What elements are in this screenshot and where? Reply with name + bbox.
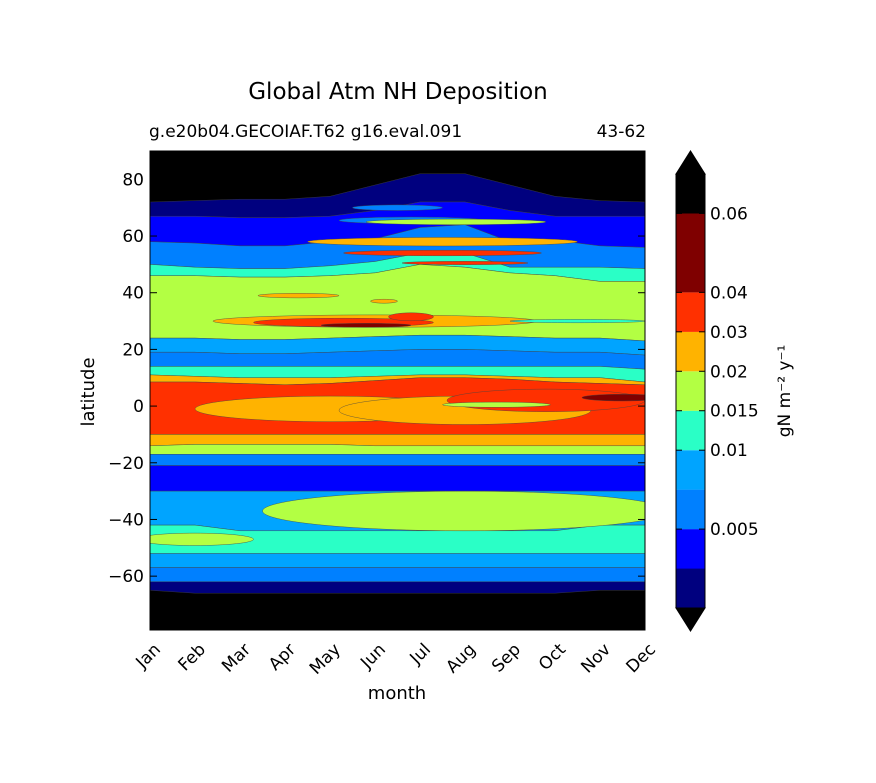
y-tick-label: −40 bbox=[108, 510, 144, 530]
colorbar-segment bbox=[676, 489, 705, 530]
colorbar-extend-top bbox=[675, 150, 706, 175]
colorbar-tick-label: 0.01 bbox=[710, 441, 748, 461]
contour-blob-3 bbox=[365, 218, 547, 225]
y-tick-label: 20 bbox=[122, 340, 144, 360]
colorbar: 0.005 0.01 0.015 0.02 0.03 0.04 0.06 bbox=[675, 150, 759, 632]
colorbar-tick-label: 0.04 bbox=[710, 283, 748, 303]
contour-blob-19 bbox=[262, 491, 645, 531]
y-tick-label: −20 bbox=[108, 454, 144, 474]
x-tick-label: Jun bbox=[356, 640, 390, 674]
x-tick-label: Oct bbox=[535, 640, 570, 675]
colorbar-extend-bottom bbox=[675, 607, 706, 632]
contour-band-17 bbox=[150, 553, 645, 568]
colorbar-segment bbox=[676, 568, 705, 608]
colorbar-frame bbox=[675, 173, 706, 609]
colorbar-segment bbox=[676, 529, 705, 569]
contour-blob-7 bbox=[257, 293, 340, 299]
contour-blob-13 bbox=[509, 319, 645, 323]
colorbar-segment bbox=[676, 174, 705, 214]
x-tick-label: Nov bbox=[577, 640, 615, 678]
contour-band-11 bbox=[150, 434, 645, 447]
colorbar-tick-label: 0.02 bbox=[710, 362, 748, 382]
contour-blob-6 bbox=[401, 261, 529, 265]
x-tick-label: May bbox=[306, 640, 345, 679]
x-tick-label: Sep bbox=[488, 640, 525, 677]
contour-blob-12 bbox=[388, 312, 434, 321]
contour-bands bbox=[150, 173, 645, 594]
contour-band-14 bbox=[150, 465, 645, 492]
contour-blob-20 bbox=[150, 532, 254, 546]
colorbar-segment bbox=[676, 410, 705, 451]
contour-blob-11 bbox=[370, 299, 398, 304]
chart-subtitle-left: g.e20b04.GECOIAF.T62 g16.eval.091 bbox=[149, 122, 462, 142]
contour-band-18 bbox=[150, 567, 645, 582]
x-tick-label: Apr bbox=[265, 640, 300, 675]
contour-blob-4 bbox=[307, 237, 578, 247]
colorbar-segment bbox=[676, 450, 705, 490]
y-tick-label: 80 bbox=[122, 170, 144, 190]
chart-subtitle-right: 43-62 bbox=[597, 122, 646, 142]
x-tick-label: Jul bbox=[406, 640, 435, 669]
contour-blob-17 bbox=[442, 401, 551, 408]
x-tick-label: Feb bbox=[175, 640, 210, 675]
contour-blob-5 bbox=[343, 249, 542, 256]
y-tick-label: 0 bbox=[133, 397, 144, 417]
y-tick-label: 60 bbox=[122, 227, 144, 247]
y-axis-label: latitude bbox=[78, 357, 99, 426]
contour-band-13 bbox=[150, 454, 645, 466]
colorbar-segment bbox=[676, 371, 705, 411]
plot-frame bbox=[149, 150, 646, 631]
y-axis: 80 60 40 20 0 −20 −40 −60 bbox=[108, 170, 645, 587]
colorbar-segment bbox=[676, 252, 705, 293]
contour-blob-10 bbox=[320, 323, 412, 328]
colorbar-label: gN m⁻² y⁻¹ bbox=[775, 345, 795, 438]
chart-title: Global Atm NH Deposition bbox=[248, 79, 548, 105]
y-tick-label: −60 bbox=[108, 567, 144, 587]
y-tick-label: 40 bbox=[122, 284, 144, 304]
contour-band-19 bbox=[150, 581, 645, 594]
contour-blob-1 bbox=[352, 204, 443, 211]
plot-area bbox=[149, 150, 646, 631]
x-axis-label: month bbox=[368, 683, 426, 704]
colorbar-tick-label: 0.015 bbox=[710, 402, 759, 422]
x-tick-label: Mar bbox=[218, 640, 255, 677]
contour-blobs bbox=[150, 204, 645, 546]
colorbar-tick-label: 0.06 bbox=[710, 204, 748, 224]
colorbar-segment bbox=[676, 292, 705, 332]
colorbar-tick-label: 0.005 bbox=[710, 520, 759, 540]
x-tick-label: Aug bbox=[442, 640, 480, 678]
colorbar-segment bbox=[676, 213, 705, 253]
contour-blob-18 bbox=[581, 394, 645, 402]
contour-band-12 bbox=[150, 444, 645, 455]
colorbar-segment bbox=[676, 331, 705, 372]
colorbar-tick-label: 0.03 bbox=[710, 323, 748, 343]
x-tick-label: Jan bbox=[132, 640, 165, 673]
x-tick-label: Dec bbox=[623, 640, 660, 677]
